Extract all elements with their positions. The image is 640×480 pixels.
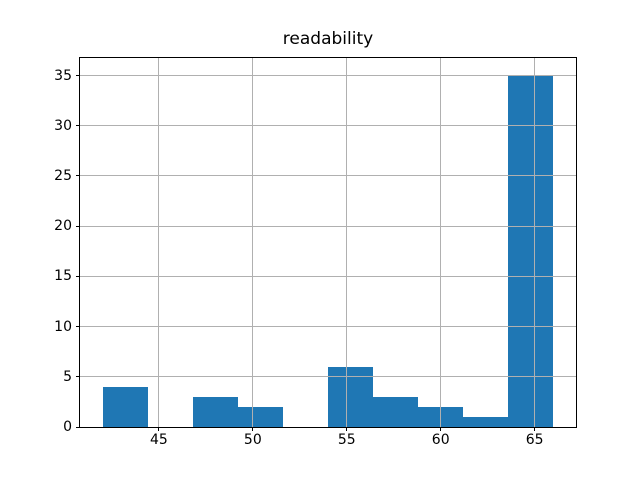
histogram-bar [463,416,509,427]
y-tick-mark [76,376,80,378]
histogram-bar [237,406,283,427]
x-gridline [440,58,442,427]
y-tick-mark [76,275,80,277]
y-tick-label: 5 [63,368,72,385]
y-gridline [80,225,576,227]
histogram-bar [102,386,148,427]
y-gridline [80,376,576,378]
y-tick-label: 10 [54,318,72,335]
x-tick-mark [440,427,442,431]
y-tick-label: 20 [54,218,72,235]
y-tick-mark [76,175,80,177]
y-gridline [80,125,576,127]
y-tick-mark [76,125,80,127]
x-gridline [346,58,348,427]
y-tick-label: 15 [54,268,72,285]
x-tick-label: 55 [337,432,356,448]
histogram-bar [373,396,419,427]
y-gridline [80,275,576,277]
x-tick-mark [158,427,160,431]
plot-area: 45 50 55 60 65 0 5 10 15 20 25 30 35 [54,57,577,448]
x-tick-label: 50 [243,432,262,448]
y-tick-label: 30 [54,117,72,134]
histogram-bar [192,396,238,427]
x-tick-mark [252,427,254,431]
y-tick-mark [76,75,80,77]
x-gridline [534,58,536,427]
y-gridline [80,175,576,177]
y-gridline [80,326,576,328]
y-tick-mark [76,225,80,227]
x-tick-label: 60 [431,432,450,448]
y-tick-label: 25 [54,167,72,184]
y-tick-mark [76,326,80,328]
x-tick-mark [534,427,536,431]
y-gridline [80,75,576,77]
chart-title: readability [282,29,374,49]
histogram-bar [508,75,554,427]
x-gridline [252,58,254,427]
y-tick-label: 35 [54,67,72,84]
x-tick-mark [346,427,348,431]
x-tick-label: 45 [149,432,168,448]
grid-layer [80,58,576,427]
y-tick-label: 0 [63,419,72,435]
ticks-layer: 45 50 55 60 65 0 5 10 15 20 25 30 35 [54,58,576,448]
y-tick-mark [76,426,80,428]
x-gridline [158,58,160,427]
x-tick-label: 65 [525,432,544,448]
